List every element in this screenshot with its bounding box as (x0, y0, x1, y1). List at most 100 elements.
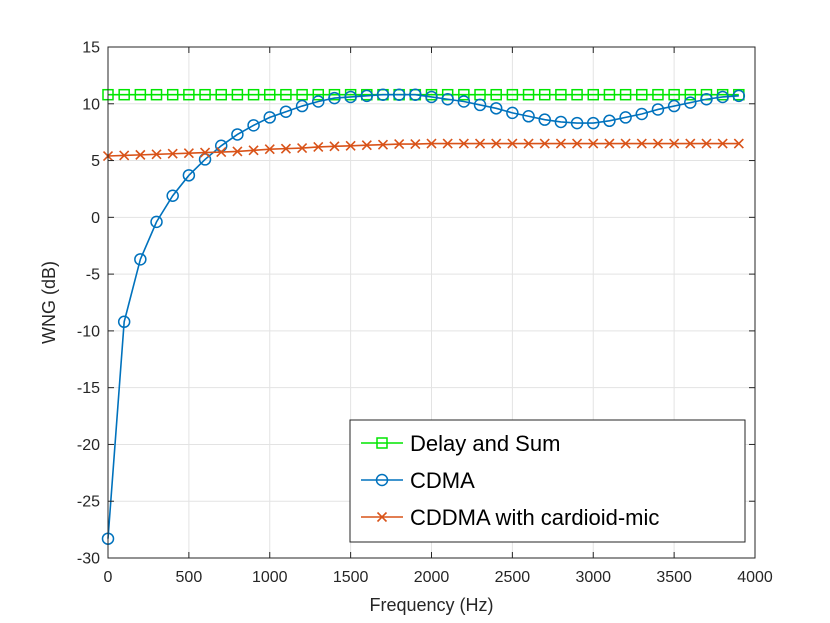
data-point-cdma (522, 110, 535, 123)
x-axis-label: Frequency (Hz) (369, 595, 493, 615)
data-point-cddma-with-cardioid-mic (523, 138, 534, 149)
data-point-delay-and-sum (587, 88, 599, 101)
data-point-cddma-with-cardioid-mic (491, 138, 502, 149)
x-marker-stroke (264, 144, 275, 155)
x-tick-label: 0 (104, 569, 113, 586)
x-marker-stroke (572, 138, 583, 149)
data-point-cddma-with-cardioid-mic (507, 138, 518, 149)
x-tick-label: 2000 (414, 569, 450, 586)
data-point-cddma-with-cardioid-mic (636, 138, 647, 149)
data-point-cddma-with-cardioid-mic (442, 138, 453, 149)
data-point-cddma-with-cardioid-mic (685, 138, 696, 149)
data-point-cdma (376, 88, 390, 101)
x-marker-stroke (394, 139, 405, 150)
data-point-cdma (425, 90, 438, 104)
x-marker-stroke (232, 146, 243, 157)
data-point-delay-and-sum (603, 88, 616, 101)
data-point-cdma (392, 88, 406, 101)
legend-marker-cddma-with-cardioid-mic (376, 511, 388, 523)
y-tick-label: -30 (77, 551, 100, 568)
data-point-cdma (150, 215, 163, 229)
data-point-cddma-with-cardioid-mic (313, 141, 324, 152)
x-marker-stroke (248, 145, 259, 156)
data-point-cddma-with-cardioid-mic (329, 141, 340, 152)
data-point-cddma-with-cardioid-mic (119, 150, 130, 161)
x-marker-stroke (588, 138, 599, 149)
data-point-cdma (312, 95, 325, 108)
x-marker-stroke (151, 149, 162, 160)
y-tick-label: 10 (82, 96, 100, 113)
legend-box (349, 419, 746, 543)
data-point-cdma (134, 253, 147, 266)
data-point-cdma (587, 116, 600, 130)
data-point-delay-and-sum (636, 88, 648, 101)
data-point-cdma (570, 116, 584, 130)
data-point-cddma-with-cardioid-mic (604, 138, 615, 149)
legend: Delay and Sum CDMA CDDMA with cardioid-mic (349, 419, 746, 543)
x-marker-stroke (442, 138, 453, 149)
x-tick-label: 500 (176, 569, 203, 586)
data-point-delay-and-sum (118, 88, 130, 101)
data-point-cdma (182, 169, 196, 182)
data-point-cddma-with-cardioid-mic (474, 138, 486, 149)
x-marker-stroke (555, 138, 566, 149)
data-point-cdma (166, 189, 179, 203)
data-point-delay-and-sum (296, 88, 308, 101)
data-point-cddma-with-cardioid-mic (717, 138, 728, 149)
y-tick-label: -25 (77, 494, 100, 511)
x-marker-stroke (313, 141, 324, 152)
data-point-cdma (457, 95, 471, 108)
data-point-cddma-with-cardioid-mic (394, 139, 405, 150)
data-point-cddma-with-cardioid-mic (539, 138, 550, 149)
data-point-cdma (619, 111, 632, 124)
x-marker-stroke (297, 142, 308, 154)
y-tick-label: 15 (82, 40, 100, 57)
data-point-cddma-with-cardioid-mic (669, 138, 680, 149)
data-point-cdma (732, 89, 746, 103)
x-marker-stroke (376, 511, 388, 523)
data-point-cdma (279, 105, 293, 118)
data-point-delay-and-sum (166, 88, 179, 101)
data-point-cddma-with-cardioid-mic (167, 148, 178, 159)
legend-label-cddma-with-cardioid-mic: CDDMA with cardioid-mic (410, 505, 659, 530)
data-point-cddma-with-cardioid-mic (458, 138, 469, 149)
x-marker-stroke (701, 138, 712, 149)
data-point-cddma-with-cardioid-mic (377, 139, 389, 150)
x-marker-stroke (474, 138, 486, 149)
legend-marker-delay-and-sum (376, 437, 388, 449)
data-point-cddma-with-cardioid-mic (199, 147, 211, 158)
data-point-delay-and-sum (652, 88, 664, 101)
data-point-cdma (554, 115, 568, 129)
x-marker-stroke (361, 140, 372, 151)
x-marker-stroke (199, 147, 211, 158)
x-marker-stroke (216, 146, 227, 158)
data-point-cdma (603, 114, 616, 128)
data-point-cdma (263, 111, 276, 124)
data-point-cdma (295, 99, 309, 113)
data-point-delay-and-sum (199, 88, 211, 101)
data-point-cdma (716, 90, 729, 104)
data-point-delay-and-sum (231, 88, 244, 101)
data-point-cdma (506, 106, 519, 120)
data-point-delay-and-sum (522, 88, 535, 101)
data-point-delay-and-sum (538, 88, 551, 101)
data-point-cddma-with-cardioid-mic (280, 143, 291, 154)
data-point-cddma-with-cardioid-mic (426, 138, 437, 149)
data-point-cddma-with-cardioid-mic (151, 149, 162, 160)
y-tick-label: -20 (77, 437, 100, 454)
x-tick-label: 1000 (252, 569, 288, 586)
data-point-delay-and-sum (280, 88, 292, 101)
data-point-cddma-with-cardioid-mic (135, 149, 146, 160)
data-point-cdma (117, 315, 131, 329)
data-point-delay-and-sum (668, 88, 680, 101)
data-point-cddma-with-cardioid-mic (701, 138, 712, 149)
data-point-cddma-with-cardioid-mic (620, 138, 631, 149)
y-tick-label: -5 (86, 267, 100, 284)
data-point-cdma (684, 96, 697, 109)
data-point-cdma (441, 92, 454, 106)
data-point-cddma-with-cardioid-mic (733, 138, 744, 149)
y-tick-label: -15 (77, 380, 100, 397)
data-point-cddma-with-cardioid-mic (232, 146, 243, 157)
data-point-cddma-with-cardioid-mic (410, 139, 421, 150)
y-tick-label: 0 (91, 210, 100, 227)
